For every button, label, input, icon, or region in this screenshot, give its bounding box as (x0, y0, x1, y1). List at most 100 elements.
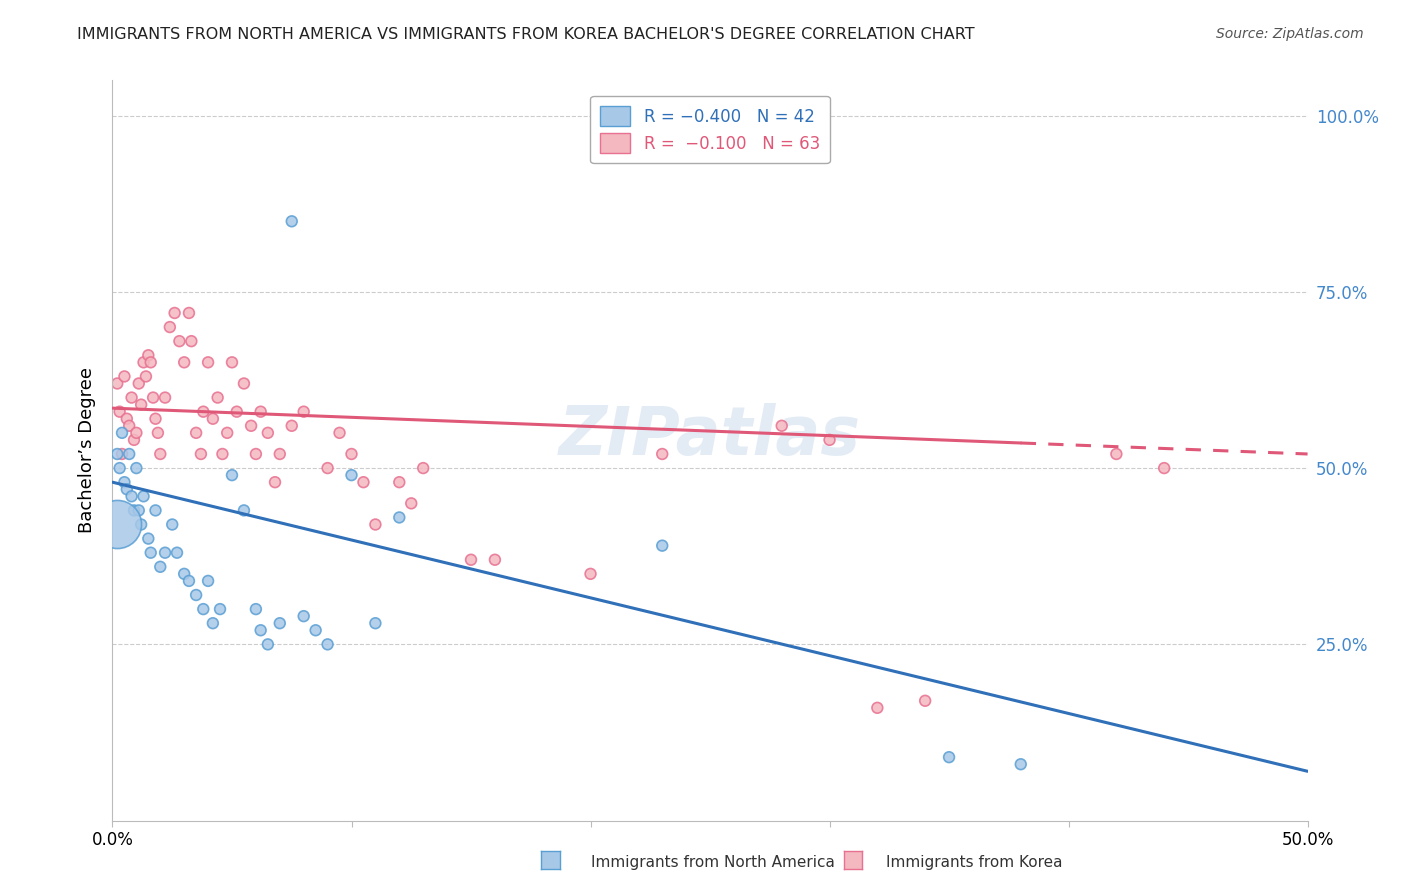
Point (118, 447, 141, 461)
Point (818, 433, 841, 447)
Point (111, 425, 134, 440)
Point (114, 475, 135, 490)
Point (281, 418, 304, 433)
Point (149, 559, 172, 574)
Point (460, 553, 482, 567)
Point (108, 405, 131, 419)
Y-axis label: Bachelor’s Degree: Bachelor’s Degree (77, 368, 96, 533)
Point (173, 566, 195, 581)
Point (257, 425, 280, 440)
Point (340, 468, 363, 483)
Point (129, 398, 152, 412)
Point (186, 588, 208, 602)
Point (118, 418, 141, 433)
Point (221, 468, 243, 483)
Point (364, 616, 387, 631)
Point (249, 405, 271, 419)
Point (162, 517, 183, 532)
Point (177, 574, 200, 588)
Point (340, 447, 363, 461)
Point (329, 425, 352, 440)
Point (197, 574, 219, 588)
Point (132, 489, 155, 503)
Point (225, 405, 247, 419)
Legend: R = −0.400   N = 42, R =  −0.100   N = 63: R = −0.400 N = 42, R = −0.100 N = 63 (591, 96, 830, 163)
Point (149, 447, 172, 461)
Point (159, 320, 181, 334)
Point (292, 405, 315, 419)
Text: Immigrants from Korea: Immigrants from Korea (886, 855, 1063, 870)
Point (111, 447, 134, 461)
Text: Source: ZipAtlas.com: Source: ZipAtlas.com (1216, 27, 1364, 41)
Point (245, 447, 267, 461)
Point (105, 447, 128, 461)
Point (128, 503, 150, 517)
Point (193, 602, 215, 616)
Point (190, 447, 212, 461)
Text: IMMIGRANTS FROM NORTH AMERICA VS IMMIGRANTS FROM KOREA BACHELOR'S DEGREE CORRELA: IMMIGRANTS FROM NORTH AMERICA VS IMMIGRA… (77, 27, 974, 42)
Point (412, 461, 434, 475)
Point (401, 496, 423, 510)
Point (139, 546, 162, 560)
Point (207, 391, 229, 405)
Point (177, 306, 200, 320)
Point (1105, 447, 1128, 461)
Point (651, 447, 673, 461)
Point (115, 482, 138, 496)
Point (145, 503, 167, 517)
Point (305, 624, 328, 638)
Point (108, 461, 131, 475)
Point (249, 624, 271, 638)
Point (114, 369, 135, 384)
Point (866, 701, 889, 715)
Point (292, 609, 315, 624)
Point (146, 425, 169, 440)
Point (651, 539, 673, 553)
Point (186, 425, 208, 440)
Point (142, 391, 165, 405)
Point (209, 602, 232, 616)
Point (180, 334, 202, 348)
Point (197, 355, 219, 369)
Point (1010, 757, 1032, 772)
Text: ZIPatlas: ZIPatlas (560, 402, 860, 468)
Text: Immigrants from North America: Immigrants from North America (591, 855, 834, 870)
Point (193, 405, 215, 419)
Point (201, 411, 224, 425)
Point (1153, 461, 1175, 475)
Point (132, 355, 155, 369)
Point (352, 475, 374, 490)
Point (914, 694, 936, 708)
Point (125, 425, 148, 440)
Point (166, 546, 188, 560)
Point (233, 503, 256, 517)
Point (153, 391, 176, 405)
Point (388, 475, 411, 490)
Point (579, 566, 602, 581)
Point (115, 411, 138, 425)
Point (105, 376, 128, 391)
Point (135, 369, 157, 384)
Point (770, 418, 793, 433)
Point (169, 334, 191, 348)
Point (139, 355, 162, 369)
Point (233, 376, 256, 391)
Point (264, 475, 287, 490)
Point (211, 447, 233, 461)
Point (173, 355, 195, 369)
Point (125, 461, 148, 475)
Point (122, 433, 145, 447)
Point (269, 616, 291, 631)
Point (138, 532, 160, 546)
Point (281, 214, 304, 228)
Point (257, 637, 280, 651)
Point (388, 510, 411, 524)
Point (201, 616, 224, 631)
Point (484, 553, 506, 567)
Point (128, 376, 150, 391)
Point (316, 637, 339, 651)
Point (122, 503, 145, 517)
Point (153, 546, 176, 560)
Point (938, 750, 960, 764)
Point (138, 348, 160, 362)
